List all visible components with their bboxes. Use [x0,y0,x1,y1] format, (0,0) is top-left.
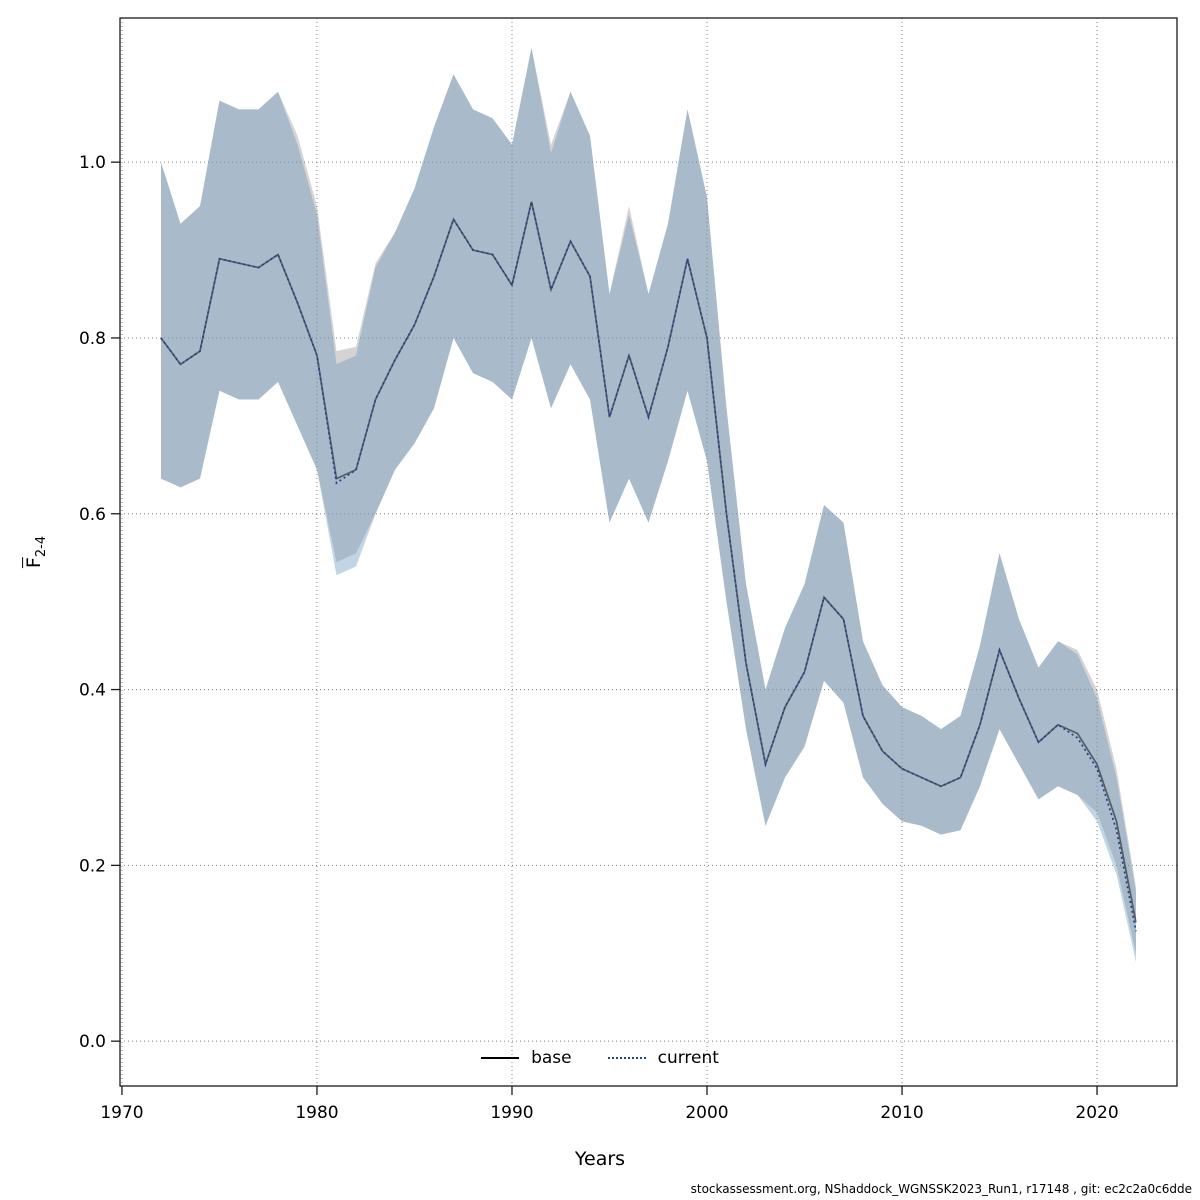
legend-label-current: current [657,1048,719,1068]
svg-text:1980: 1980 [295,1103,338,1123]
svg-text:0.4: 0.4 [79,681,106,701]
legend-item-current: current [607,1048,719,1068]
footer-attribution: stockassessment.org, NShaddock_WGNSSK202… [690,1182,1192,1196]
svg-text:1.0: 1.0 [79,153,106,173]
y-axis-label-subscript: 2-4 [33,535,49,558]
svg-text:0.8: 0.8 [79,329,106,349]
x-axis-label: Years [574,1148,626,1170]
current-line-swatch-icon [607,1057,646,1059]
legend-item-base: base [481,1048,572,1068]
svg-text:0.6: 0.6 [79,505,106,525]
legend-label-base: base [531,1048,572,1068]
svg-text:2020: 2020 [1075,1103,1118,1123]
y-axis-label-main: F [23,557,46,569]
svg-text:1990: 1990 [490,1103,533,1123]
svg-text:1970: 1970 [100,1103,143,1123]
base-line-swatch-icon [481,1057,520,1059]
svg-text:2000: 2000 [685,1103,728,1123]
legend: base current [440,1042,760,1074]
y-axis-label: F2-4 [23,536,49,568]
svg-text:0.0: 0.0 [79,1032,106,1052]
svg-text:0.2: 0.2 [79,856,106,876]
svg-text:2010: 2010 [880,1103,923,1123]
